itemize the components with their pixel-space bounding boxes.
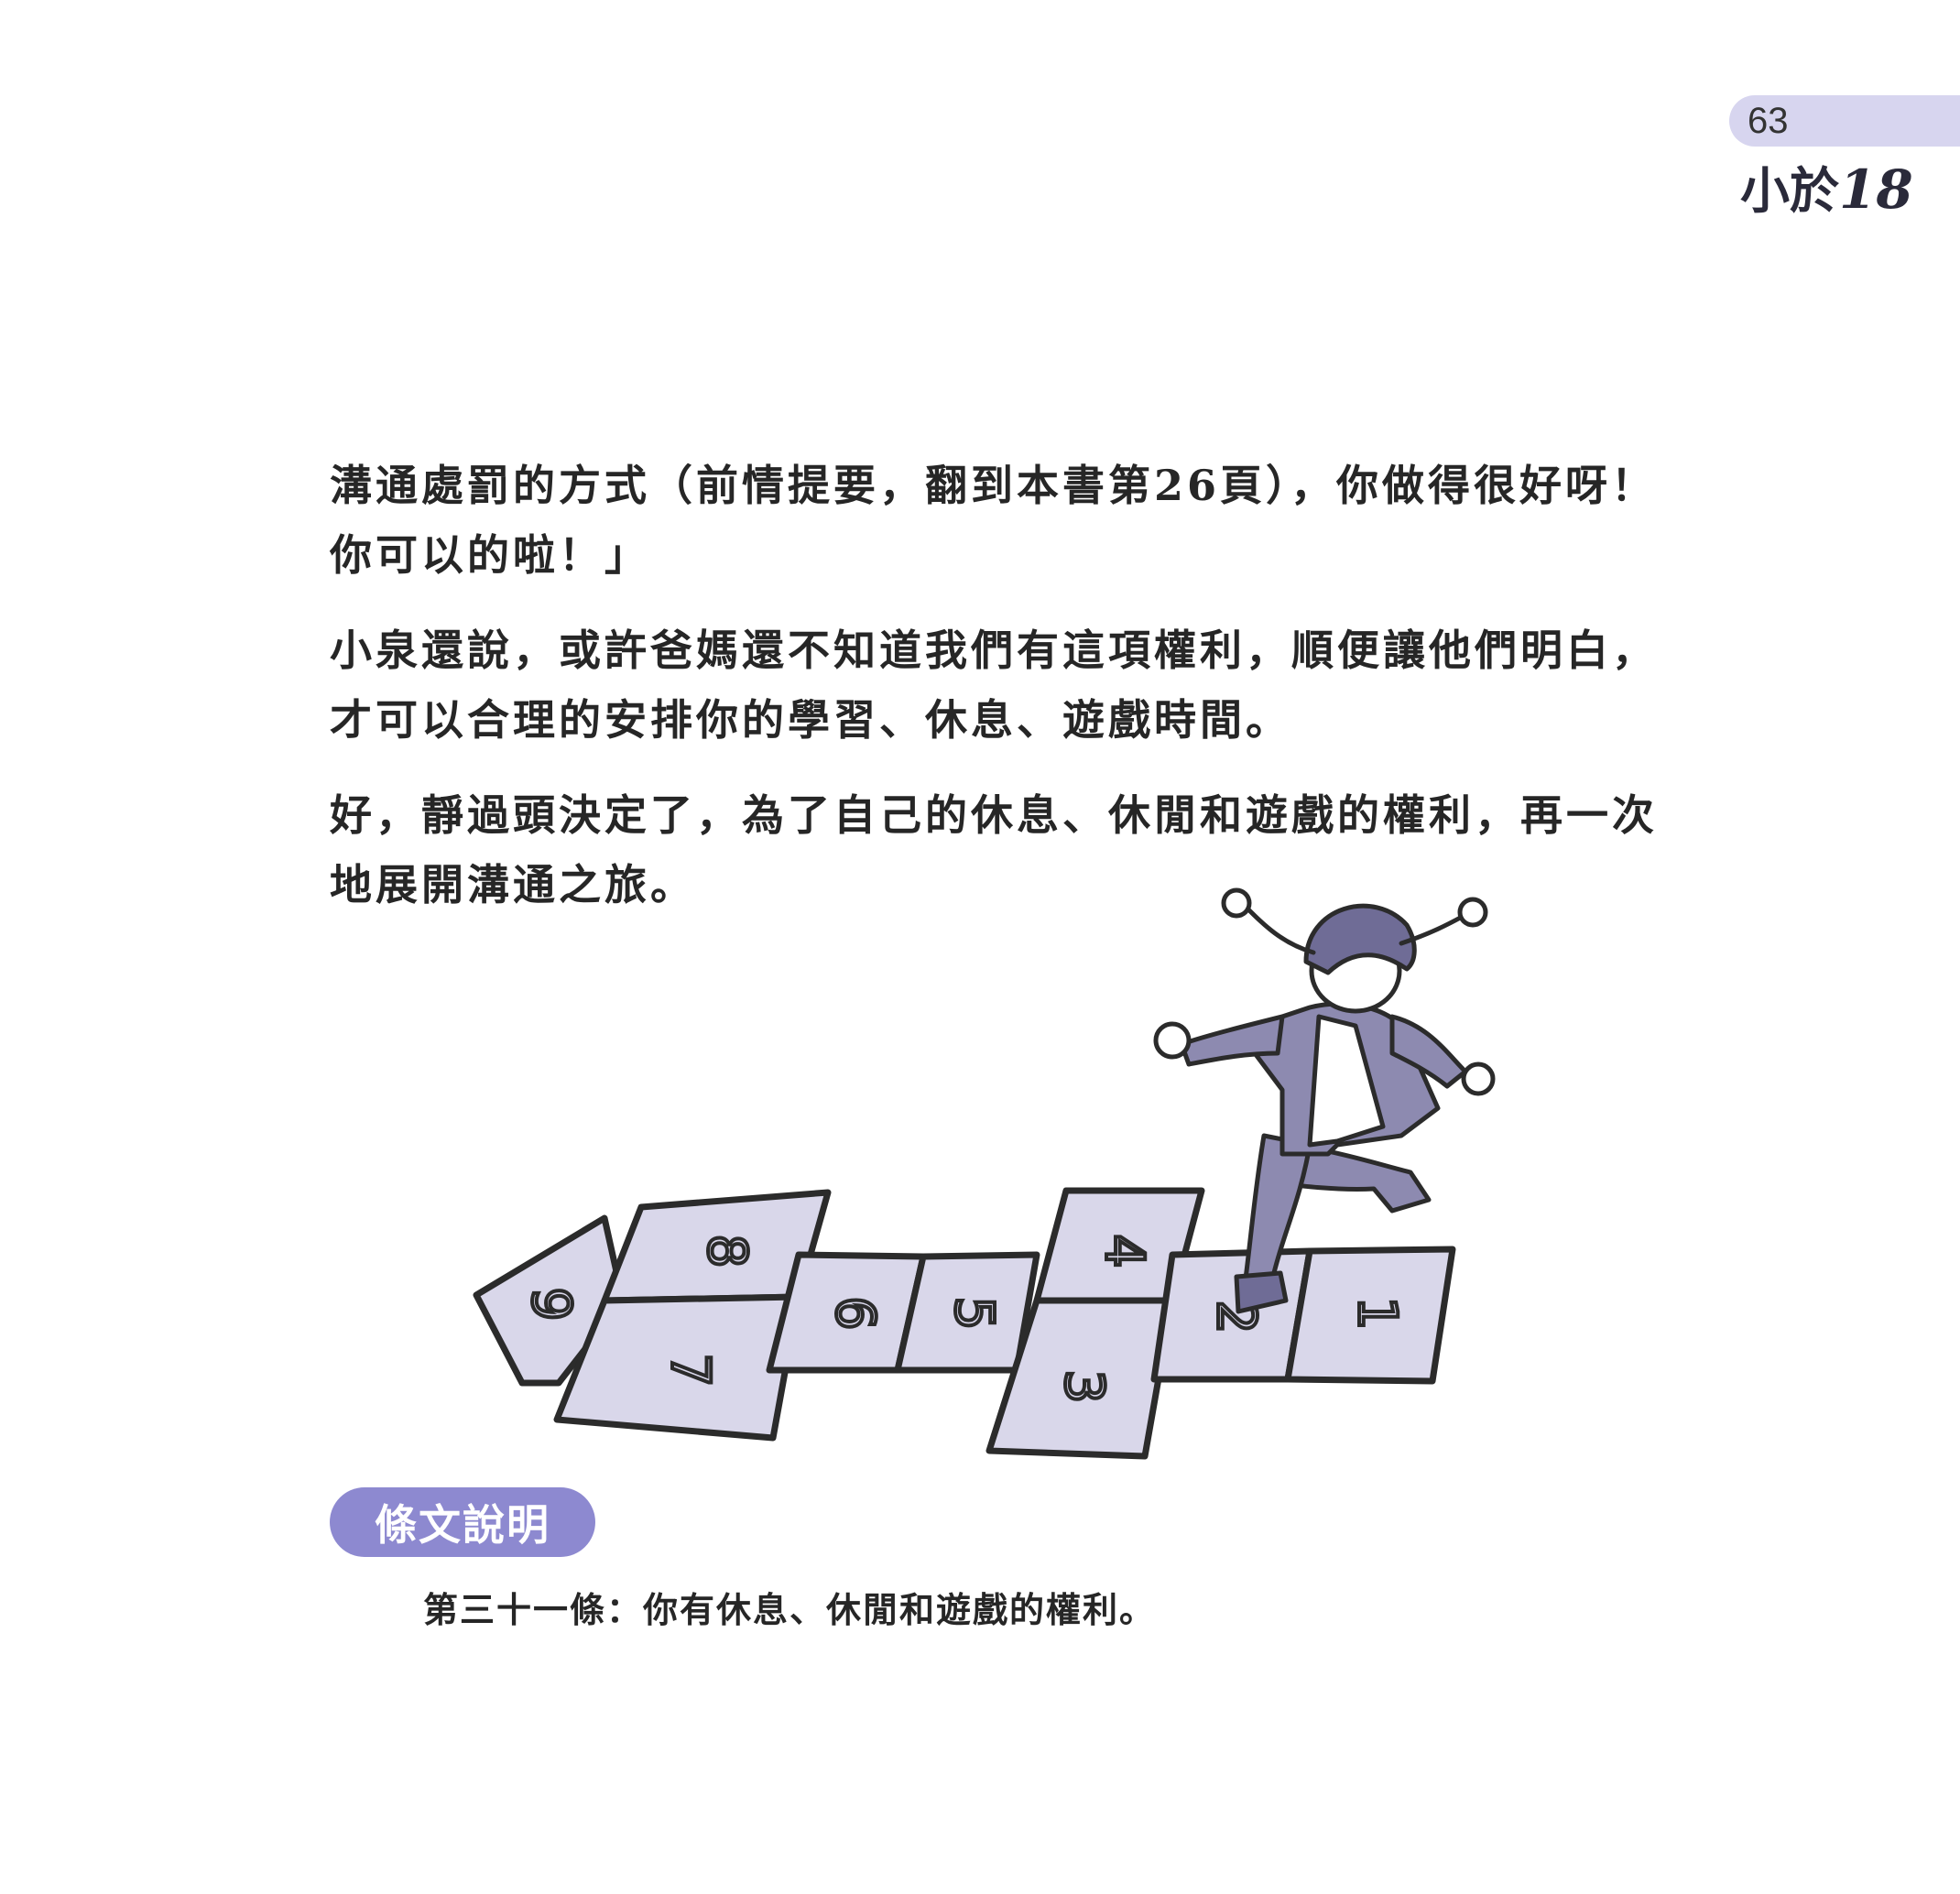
girl-right-hand [1461, 1061, 1496, 1096]
girl-left-bow [1221, 887, 1252, 919]
hopscotch-number-8: 8 [696, 1235, 758, 1268]
book-title-number: 18 [1839, 158, 1913, 221]
girl-figure [1153, 887, 1496, 1314]
girl-left-hand [1153, 1021, 1192, 1060]
hopscotch-number-5: 5 [943, 1297, 1006, 1331]
hopscotch-number-9: 9 [520, 1288, 583, 1322]
hopscotch-number-7: 7 [659, 1354, 722, 1388]
girl-right-pigtail [1399, 913, 1466, 946]
hopscotch-number-1: 1 [1346, 1297, 1409, 1331]
girl-left-pigtail [1243, 904, 1316, 955]
section-label: 條文說明 [375, 1500, 550, 1550]
page-number-tab [1729, 95, 1960, 147]
article-text: 第三十一條：你有休息、休閒和遊戲的權利。 [423, 1590, 1157, 1630]
section-badge: 條文說明 [330, 1487, 595, 1557]
hopscotch-cell-7 [553, 1293, 802, 1442]
paragraph-3: 好，靜過頭決定了，為了自己的休息、休閒和遊戲的權利，再一次地展開溝通之旅。 [330, 790, 1658, 909]
book-title-text: 小於 [1740, 161, 1839, 220]
hopscotch-girl-illustration: 1 2 3 4 5 6 7 8 9 [473, 887, 1496, 1460]
hopscotch-cell-1 [1284, 1246, 1456, 1385]
girl-shoe [1234, 1270, 1289, 1314]
page-number: 63 [1748, 101, 1789, 141]
hopscotch-number-3: 3 [1053, 1370, 1116, 1404]
girl-shirt [1307, 1014, 1386, 1148]
paragraph-2: 小泉還說，或許爸媽還不知道我們有這項權利，順便讓他們明白，才可以合理的安排你的學… [330, 626, 1658, 745]
hopscotch-number-6: 6 [824, 1297, 887, 1331]
book-title: 小於18 [1740, 158, 1913, 223]
hopscotch-number-4: 4 [1094, 1235, 1156, 1268]
girl-left-arm [1179, 1014, 1285, 1067]
girl-right-bow [1457, 897, 1488, 928]
girl-hair [1303, 903, 1417, 975]
paragraph-1: 溝通處罰的方式（前情提要，翻到本書第26頁），你做得很好呀！你可以的啦！」 [330, 461, 1658, 580]
hopscotch-cell-3 [985, 1297, 1176, 1460]
hopscotch-board [473, 1187, 1456, 1460]
